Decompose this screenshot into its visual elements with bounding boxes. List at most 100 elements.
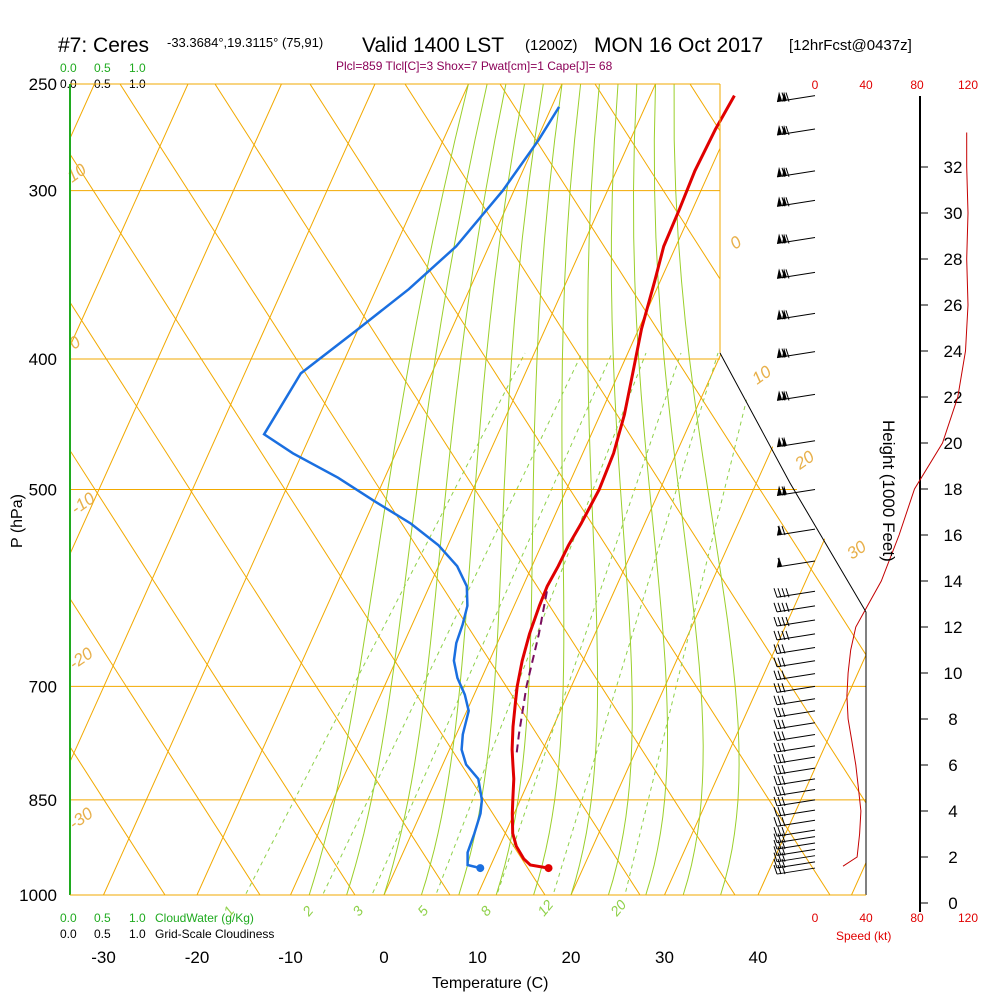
wind-barb (773, 695, 816, 706)
wind-barb (776, 347, 816, 359)
cloudiness-scale-bottom-1: 0.5 (94, 927, 111, 941)
wind-barb-tick (777, 833, 782, 843)
wind-barb-tick (773, 644, 778, 654)
wind-barb (776, 233, 816, 244)
cloud-water-scale-top-0: 0.0 (60, 61, 77, 75)
wind-barb-flag (782, 485, 787, 496)
wind-barb-staff (776, 778, 816, 786)
wind-barb-tick (781, 310, 786, 320)
dewpoint-profile (262, 106, 561, 870)
pressure-tick-label: 1000 (19, 886, 57, 905)
wind-barb-tick (777, 525, 782, 536)
moist-adiabat-line (420, 84, 525, 895)
wind-barb-tick (773, 839, 778, 850)
wind-barb-flag (777, 436, 782, 447)
moist-adiabat-line (607, 84, 633, 895)
wind-barb-tick (781, 786, 786, 796)
speed-tick-label-top: 80 (910, 78, 924, 92)
surface-temperature-dot (544, 864, 553, 873)
wind-barb-tick (777, 657, 782, 667)
wind-barb-tick (777, 731, 782, 741)
wind-barb-staff (776, 528, 816, 536)
temperature-tick-label: 30 (655, 948, 674, 967)
wind-barb-staff (776, 819, 816, 827)
wind-barb (773, 852, 816, 863)
wind-barb (776, 166, 816, 178)
thermo-grid (70, 83, 866, 896)
wind-barb (776, 196, 816, 207)
wind-barb-tick (773, 630, 778, 641)
wind-barb (773, 616, 816, 627)
temperature-tick-label: -20 (185, 948, 210, 967)
wind-barb-tick (777, 817, 782, 827)
cloudiness-label: Grid-Scale Cloudiness (155, 927, 274, 941)
wind-barb-tick (785, 588, 790, 598)
wind-barb-tick (781, 486, 786, 496)
wind-barb-tick (781, 707, 786, 718)
height-tick-label: 18 (944, 480, 963, 499)
wind-barb-staff (776, 842, 816, 850)
mixing-ratio-line (234, 352, 526, 895)
wind-barb-tick (781, 644, 786, 654)
wind-barb-tick (781, 602, 786, 612)
wind-barb-flag (782, 347, 787, 358)
wind-barb-staff (776, 745, 816, 753)
temperature-tick-label: 40 (749, 948, 768, 967)
height-tick-label: 12 (944, 618, 963, 637)
mixing-ratio-line (489, 352, 682, 895)
wind-barb-tick (781, 92, 786, 102)
wind-barb-tick (781, 616, 786, 627)
wind-barb-tick (777, 864, 782, 875)
moist-adiabat-line (653, 84, 704, 895)
wind-barb (773, 846, 816, 856)
wind-barb-staff (776, 660, 816, 668)
x-axis-label: Temperature (C) (432, 975, 548, 992)
wind-barb-tick (777, 796, 782, 807)
height-tick-label: 28 (944, 250, 963, 269)
wind-barb (773, 764, 816, 775)
wind-barb-tick (777, 786, 782, 796)
cloud-water-scale-bottom-1: 0.5 (94, 911, 111, 925)
wind-barb (773, 588, 816, 598)
dry-adiabat-line (70, 84, 261, 895)
wind-barb-tick (785, 616, 790, 627)
wind-barb-staff (776, 646, 816, 654)
mixing-ratio-line (619, 352, 759, 895)
wind-barb-tick (777, 852, 782, 862)
wind-barb (773, 806, 816, 817)
wind-barb-staff (776, 633, 816, 641)
wind-speed-panel: 0246810121416182022242628303200404080801… (812, 78, 979, 925)
wind-barb-staff (776, 619, 816, 627)
wind-barb-staff (776, 867, 816, 875)
wind-barb-flag (777, 268, 782, 279)
wind-barb-tick (781, 683, 786, 693)
wind-barb (776, 556, 816, 568)
forecast-date: MON 16 Oct 2017 (594, 34, 763, 57)
zulu-time: (1200Z) (525, 37, 578, 54)
wind-barb-flag (782, 309, 787, 320)
wind-barb-tick (777, 839, 782, 850)
wind-barb-tick (785, 125, 790, 136)
moist-adiabat-line (383, 84, 507, 895)
mixing-ratio-line (546, 352, 719, 895)
wind-barb-tick (781, 348, 786, 358)
height-tick-label: 2 (948, 848, 957, 867)
wind-barb (773, 796, 816, 807)
moist-adiabat-line (632, 84, 668, 895)
wind-barb-staff (776, 698, 816, 706)
wind-barb (773, 731, 816, 741)
wind-barb-tick (781, 695, 786, 705)
wind-barb-tick (781, 775, 786, 786)
pressure-tick-label: 300 (29, 182, 57, 201)
wind-barb-staff (776, 722, 816, 730)
wind-barb-tick (781, 269, 786, 279)
wind-barb-flag (777, 196, 782, 207)
wind-barb-tick (777, 588, 782, 598)
isotherm-line (757, 84, 866, 895)
wind-barb (773, 630, 816, 641)
sounding-stats: Plcl=859 Tlcl[C]=3 Shox=7 Pwat[cm]=1 Cap… (336, 59, 613, 73)
speed-tick-label-bottom: 40 (859, 911, 873, 925)
isotherm-line (70, 84, 189, 895)
wind-barb-tick (781, 234, 786, 244)
wind-barb-tick (777, 858, 782, 869)
